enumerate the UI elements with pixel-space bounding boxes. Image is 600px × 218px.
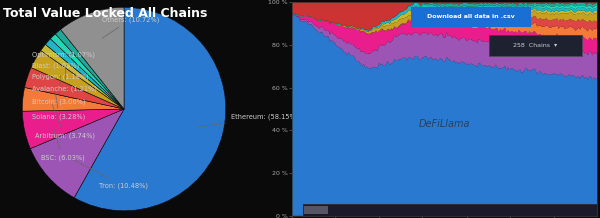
Wedge shape [46, 39, 124, 109]
Text: Tron: (10.48%): Tron: (10.48%) [72, 159, 148, 189]
Text: Download all data in .csv: Download all data in .csv [427, 14, 515, 19]
Text: BSC: (6.03%): BSC: (6.03%) [41, 127, 85, 161]
Text: 258  Chains  ▾: 258 Chains ▾ [514, 43, 557, 48]
Text: Polygon: (1.18%): Polygon: (1.18%) [32, 63, 89, 80]
Text: Bitcoin: (3.06%): Bitcoin: (3.06%) [32, 76, 86, 105]
Wedge shape [22, 109, 124, 149]
Text: Total Value Locked All Chains: Total Value Locked All Chains [3, 7, 208, 20]
Text: Ethereum: (58.15%): Ethereum: (58.15%) [197, 114, 298, 127]
Text: Optimism: (1.07%): Optimism: (1.07%) [32, 52, 95, 58]
Wedge shape [50, 34, 124, 109]
Wedge shape [41, 44, 124, 109]
Wedge shape [74, 7, 226, 211]
Text: Others: (10.72%): Others: (10.72%) [101, 16, 159, 38]
Bar [304, 206, 328, 214]
Wedge shape [25, 68, 124, 109]
Text: DeFiLlama: DeFiLlama [419, 119, 470, 129]
Wedge shape [31, 51, 124, 109]
Text: Arbitrum: (3.74%): Arbitrum: (3.74%) [35, 105, 95, 139]
Wedge shape [61, 7, 124, 109]
Text: Blast: (1.08%): Blast: (1.08%) [32, 58, 80, 68]
Text: Solana: (3.28%): Solana: (3.28%) [32, 89, 86, 120]
Wedge shape [22, 87, 124, 111]
Wedge shape [31, 109, 124, 198]
Wedge shape [55, 29, 124, 109]
Text: Avalanche: (1.21%): Avalanche: (1.21%) [32, 67, 97, 92]
